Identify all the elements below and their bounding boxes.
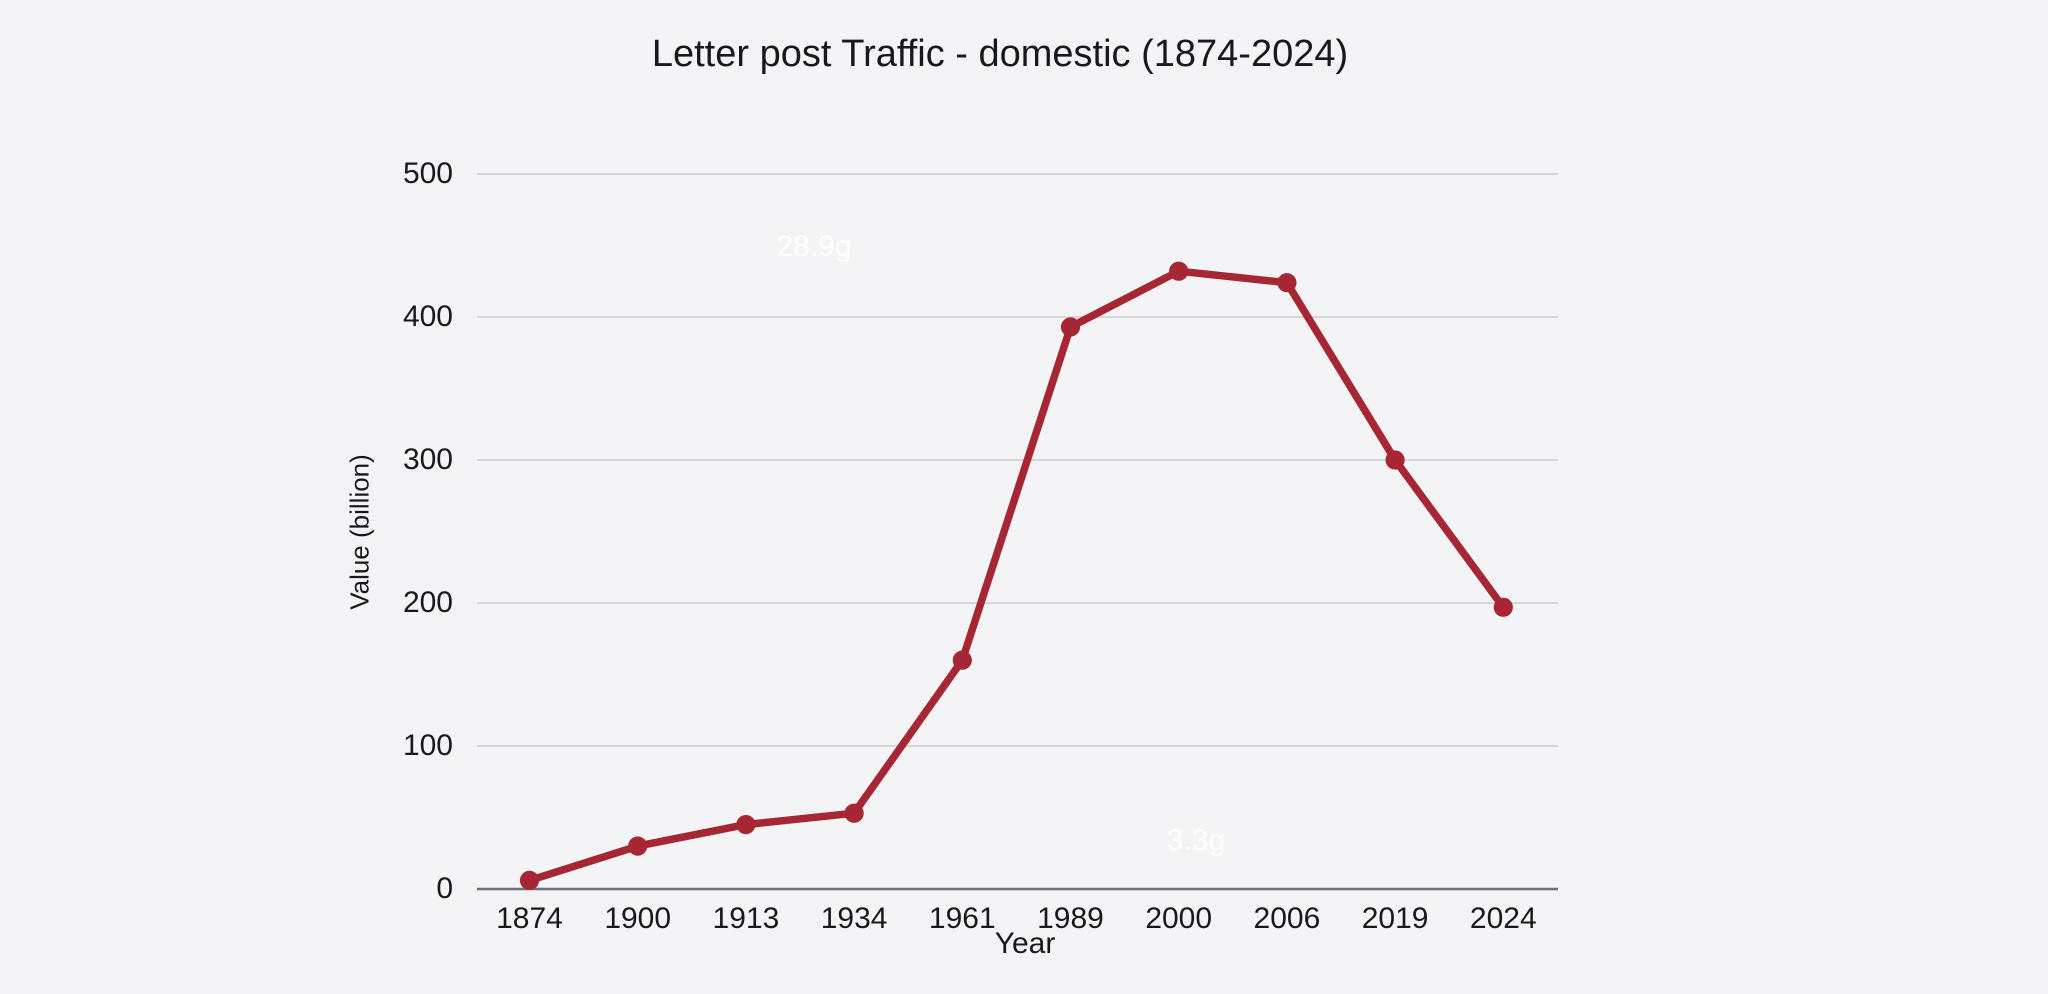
x-tick-label-1989: 1989 [1037,902,1104,935]
data-point-1874 [519,870,540,891]
x-tick-label-1874: 1874 [496,902,563,935]
y-tick-label-0: 0 [436,872,453,905]
weight-annotation-28-9g: 28.9g [776,230,852,263]
x-axis-title: Year [994,927,1056,960]
y-tick-label-300: 300 [402,443,453,476]
x-tick-label-1900: 1900 [604,902,672,935]
y-tick-label-500: 500 [402,157,453,190]
chart-title: Letter post Traffic - domestic (1874-202… [651,33,1349,75]
data-point-1913 [736,815,756,835]
data-point-2019 [1385,450,1405,470]
data-point-1934 [844,803,864,823]
x-tick-label-2000: 2000 [1145,902,1213,935]
data-point-1961 [952,650,972,670]
weight-annotation-3-3g: 3.3g [1166,824,1226,857]
x-tick-label-1961: 1961 [928,902,996,935]
data-point-2024 [1493,597,1513,617]
x-tick-label-2024: 2024 [1469,902,1537,935]
x-tick-label-1934: 1934 [820,902,888,935]
x-tick-label-2019: 2019 [1361,902,1429,935]
y-tick-label-100: 100 [402,729,453,762]
y-tick-label-400: 400 [402,300,453,333]
data-point-1989 [1060,317,1081,337]
data-point-2006 [1277,273,1297,293]
data-point-1900 [628,836,648,856]
series-line [525,267,1508,885]
y-axis-title: Value (billion) [344,454,375,610]
x-tick-label-2006: 2006 [1253,902,1321,935]
data-point-2000 [1169,261,1189,281]
x-tick-label-1913: 1913 [712,902,780,935]
y-tick-label-200: 200 [402,586,453,619]
